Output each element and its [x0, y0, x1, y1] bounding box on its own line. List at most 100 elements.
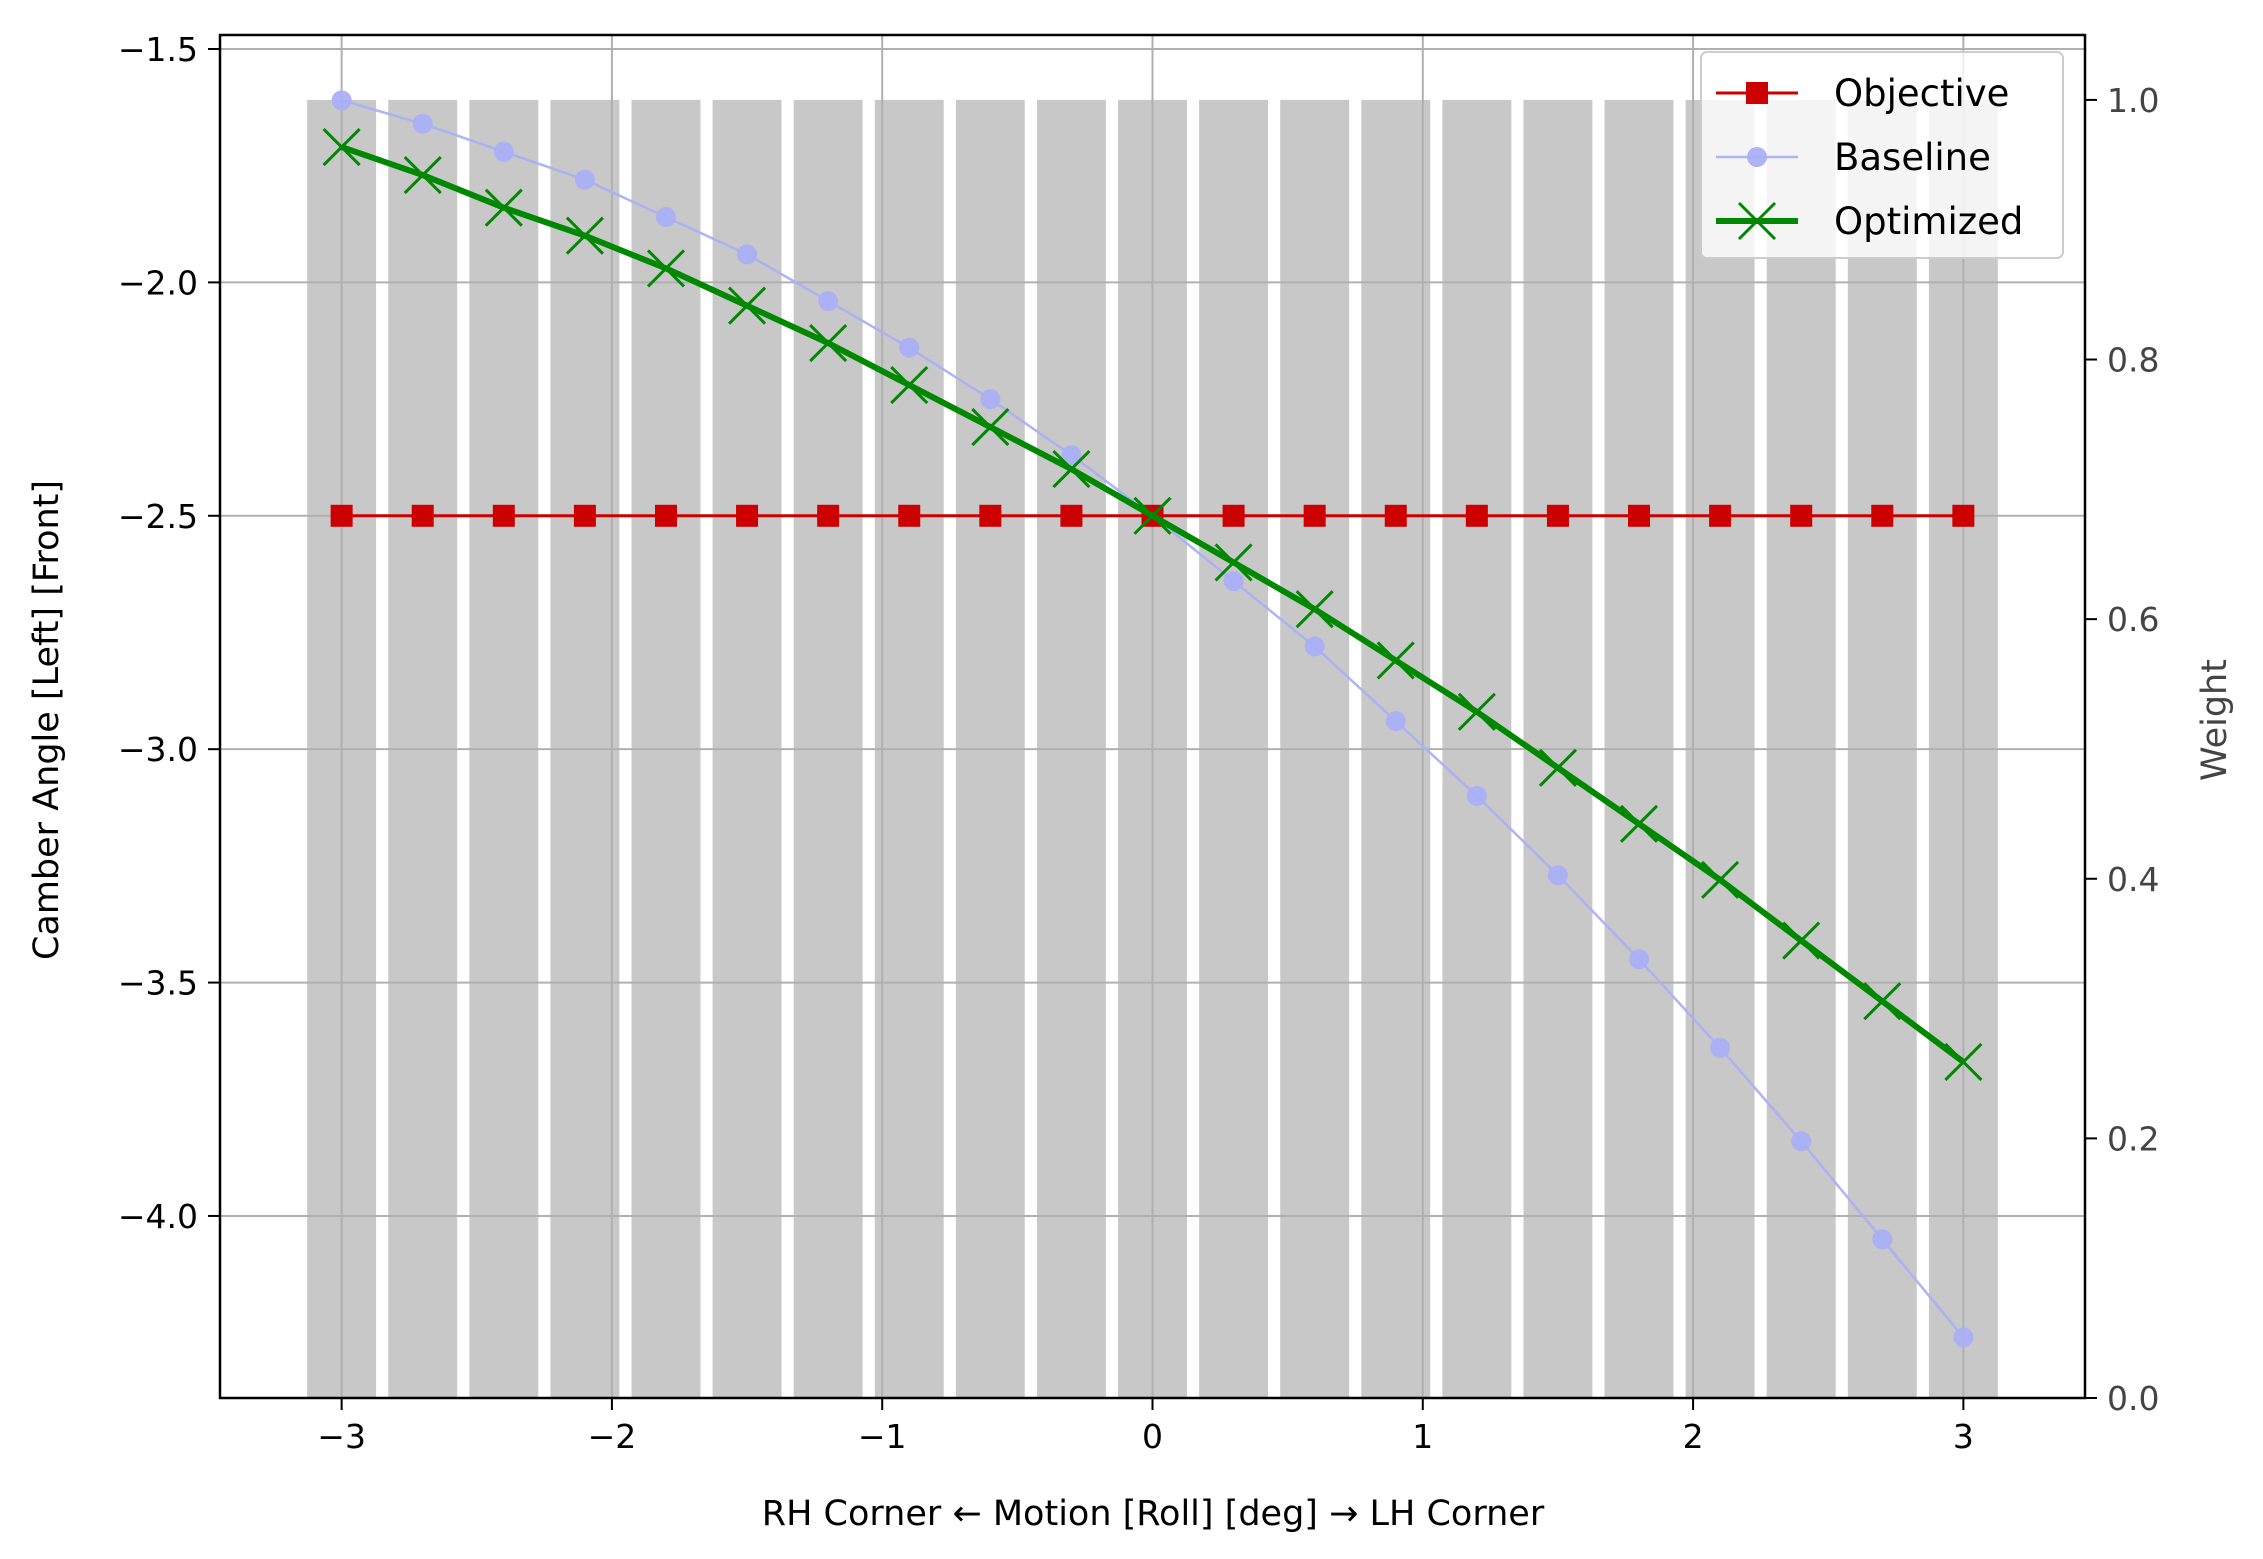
- objective-point: [1952, 504, 1975, 527]
- legend-entries: Objective Baseline Optimized: [1716, 72, 2023, 243]
- x-tick-label: −1: [858, 1417, 907, 1456]
- baseline-point: [574, 169, 595, 190]
- series-layer: [322, 90, 1983, 1348]
- baseline-point: [980, 389, 1001, 410]
- legend-objective-point: [1746, 82, 1768, 104]
- objective-point: [654, 504, 677, 527]
- objective-point: [492, 504, 515, 527]
- y2-tick-label: 0.4: [2107, 860, 2159, 899]
- optimized-point: [1782, 921, 1821, 960]
- baseline-point: [1953, 1327, 1974, 1348]
- optimized-point: [1944, 1042, 1983, 1081]
- legend-entry-objective: Objective: [1716, 72, 2009, 115]
- baseline-point: [655, 207, 676, 228]
- y-tick-label: −2.0: [118, 263, 198, 302]
- objective-point: [817, 504, 840, 527]
- optimized-point: [809, 324, 848, 363]
- objective-point: [1709, 504, 1732, 527]
- x-axis-label: RH Corner ← Motion [Roll] [deg] → LH Cor…: [762, 1494, 1545, 1534]
- optimized-point: [1295, 590, 1334, 629]
- x-tick-label: −2: [588, 1417, 637, 1456]
- baseline-point: [1547, 865, 1568, 886]
- optimized-point: [890, 366, 929, 405]
- baseline-point: [1385, 711, 1406, 732]
- optimized-point: [1457, 692, 1496, 731]
- optimized-point: [646, 249, 686, 288]
- baseline-point: [1466, 785, 1487, 806]
- legend-entry-optimized: Optimized: [1716, 200, 2023, 243]
- legend-box: [1700, 51, 2064, 259]
- y-tick-label: −2.5: [118, 497, 198, 536]
- optimized-point: [728, 286, 767, 325]
- y-tick-label: −1.5: [118, 30, 198, 69]
- objective-point: [736, 504, 759, 527]
- x-tick-label: −3: [317, 1417, 366, 1456]
- objective-point: [330, 504, 353, 527]
- y-tick-label: −4.0: [118, 1197, 198, 1236]
- baseline-point: [1872, 1229, 1893, 1250]
- legend-label: Objective: [1834, 72, 2009, 115]
- optimized-point: [971, 408, 1010, 447]
- optimized-point: [565, 216, 604, 255]
- baseline-point: [1304, 636, 1325, 657]
- objective-point: [979, 504, 1002, 527]
- optimized-point: [1701, 860, 1740, 899]
- legend-label: Optimized: [1834, 200, 2023, 243]
- optimized-point: [1214, 543, 1253, 582]
- optimized-point: [1133, 496, 1172, 535]
- optimized-point: [1376, 641, 1415, 680]
- objective-point: [573, 504, 596, 527]
- baseline-point: [493, 141, 514, 162]
- baseline-point: [412, 113, 433, 134]
- baseline-point: [1223, 571, 1244, 592]
- grid: [220, 35, 2085, 1398]
- legend-entry-baseline: Baseline: [1716, 136, 1991, 179]
- baseline-point: [1629, 949, 1650, 970]
- y2-axis-label: Weight: [2195, 659, 2235, 781]
- optimized-point: [403, 155, 442, 195]
- objective-point: [411, 504, 434, 527]
- objective-point: [898, 504, 921, 527]
- ticks: −3 −2 −1 0 1 2 3 −1.5 −2.0 −2.5 −3.0 −3.5 −4.0 0.0 0.2…: [118, 30, 2160, 1456]
- objective-point: [1384, 504, 1407, 527]
- baseline-point: [737, 244, 758, 265]
- optimized-point: [1619, 804, 1659, 843]
- baseline-point: [1710, 1037, 1731, 1058]
- optimized-point: [1863, 982, 1902, 1021]
- x-tick-label: 2: [1683, 1417, 1704, 1456]
- optimized-point: [1538, 748, 1577, 787]
- optimized-point: [484, 188, 523, 227]
- optimized-point: [1052, 450, 1091, 489]
- y2-tick-label: 0.8: [2107, 341, 2159, 380]
- baseline-point: [818, 291, 839, 312]
- legend-optimized-point: [1737, 201, 1777, 241]
- optimized-series: [322, 127, 1983, 1081]
- x-tick-label: 3: [1953, 1417, 1974, 1456]
- objective-point: [1303, 504, 1326, 527]
- objective-point: [1546, 504, 1569, 527]
- baseline-point: [1791, 1131, 1812, 1152]
- legend-label: Baseline: [1834, 136, 1991, 179]
- y-axis-label: Camber Angle [Left] [Front]: [27, 480, 67, 960]
- baseline-point: [331, 90, 352, 111]
- y2-tick-label: 0.2: [2107, 1119, 2159, 1158]
- y2-tick-label: 1.0: [2107, 81, 2159, 120]
- objective-series: [330, 504, 1975, 527]
- legend: Objective Baseline Optimized: [1700, 51, 2064, 259]
- objective-point: [1465, 504, 1488, 527]
- x-tick-label: 0: [1142, 1417, 1163, 1456]
- y2-tick-label: 0.0: [2107, 1379, 2159, 1418]
- optimized-point: [322, 127, 361, 167]
- baseline-point: [899, 337, 920, 358]
- baseline-point: [1061, 445, 1082, 466]
- objective-point: [1628, 504, 1651, 527]
- objective-point: [1060, 504, 1083, 527]
- y2-tick-label: 0.6: [2107, 600, 2159, 639]
- y-tick-label: −3.0: [118, 730, 198, 769]
- objective-point: [1871, 504, 1894, 527]
- x-tick-label: 1: [1412, 1417, 1433, 1456]
- objective-point: [1222, 504, 1245, 527]
- y-tick-label: −3.5: [118, 964, 198, 1003]
- objective-point: [1790, 504, 1813, 527]
- legend-baseline-point: [1747, 147, 1767, 167]
